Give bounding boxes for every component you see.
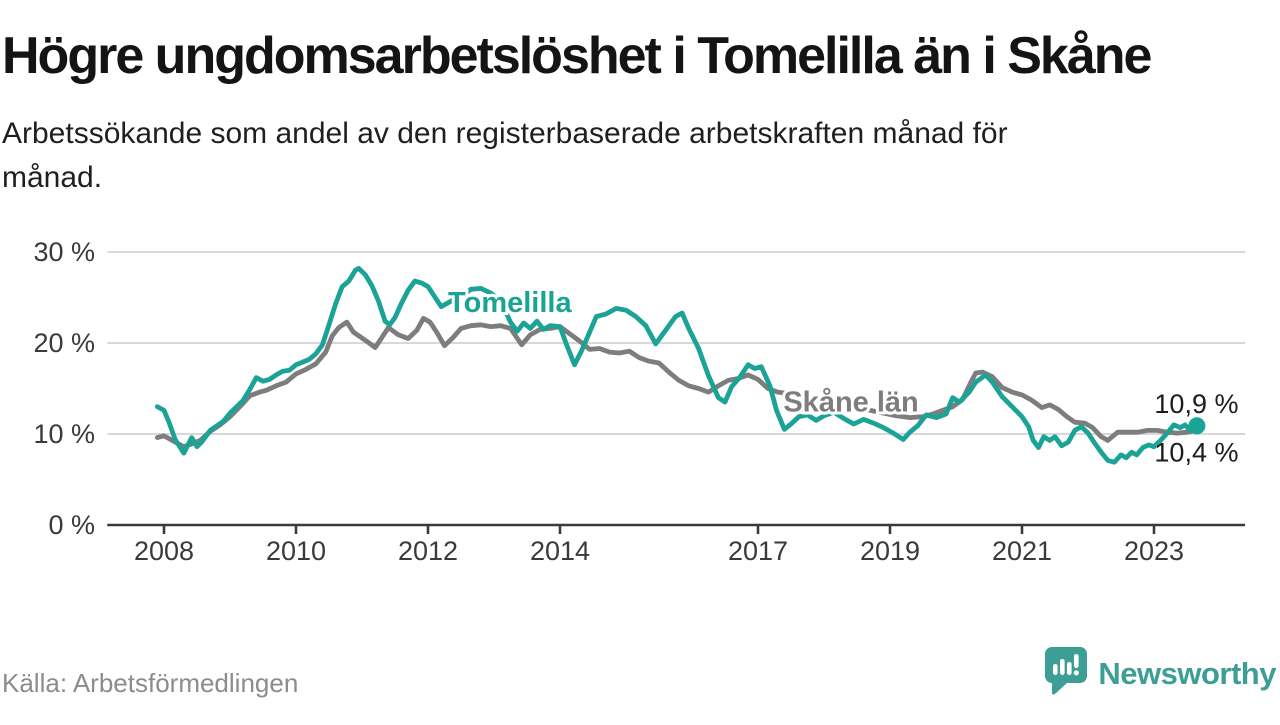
page-subtitle: Arbetssökande som andel av den registerb… — [2, 112, 1202, 200]
x-tick-label: 2023 — [1124, 536, 1184, 566]
x-tick-label: 2019 — [860, 536, 920, 566]
page-subtitle-line2: månad. — [2, 161, 103, 194]
x-tick-label: 2008 — [134, 536, 194, 566]
y-tick-label: 0 % — [48, 510, 95, 540]
x-tick-label: 2021 — [992, 536, 1052, 566]
newsworthy-wordmark: Newsworthy — [1098, 655, 1276, 691]
newsworthy-logo-icon — [1044, 646, 1088, 701]
x-tick-label: 2017 — [728, 536, 788, 566]
series-line-tomelilla — [155, 266, 1200, 465]
annotation-tomelilla: Tomelilla — [448, 287, 572, 319]
annotation-sk-ne-l-n: Skåne län — [783, 386, 918, 418]
y-tick-label: 20 % — [33, 328, 95, 358]
page-title: Högre ungdomsarbetslöshet i Tomelilla än… — [2, 27, 1152, 85]
newsworthy-brand: Newsworthy — [1044, 646, 1276, 701]
annotation-10-9-: 10,9 % — [1154, 389, 1238, 419]
source-note: Källa: Arbetsförmedlingen — [2, 668, 299, 698]
x-tick-label: 2014 — [530, 536, 590, 566]
y-tick-label: 10 % — [33, 419, 95, 449]
page-subtitle-line1: Arbetssökande som andel av den registerb… — [2, 117, 1008, 150]
y-tick-label: 30 % — [33, 237, 95, 267]
x-tick-label: 2010 — [266, 536, 326, 566]
annotation-10-4-: 10,4 % — [1154, 437, 1238, 467]
x-tick-label: 2012 — [398, 536, 458, 566]
series-line-sk-ne-l-n — [155, 316, 1200, 450]
series-end-dot — [1188, 417, 1206, 435]
